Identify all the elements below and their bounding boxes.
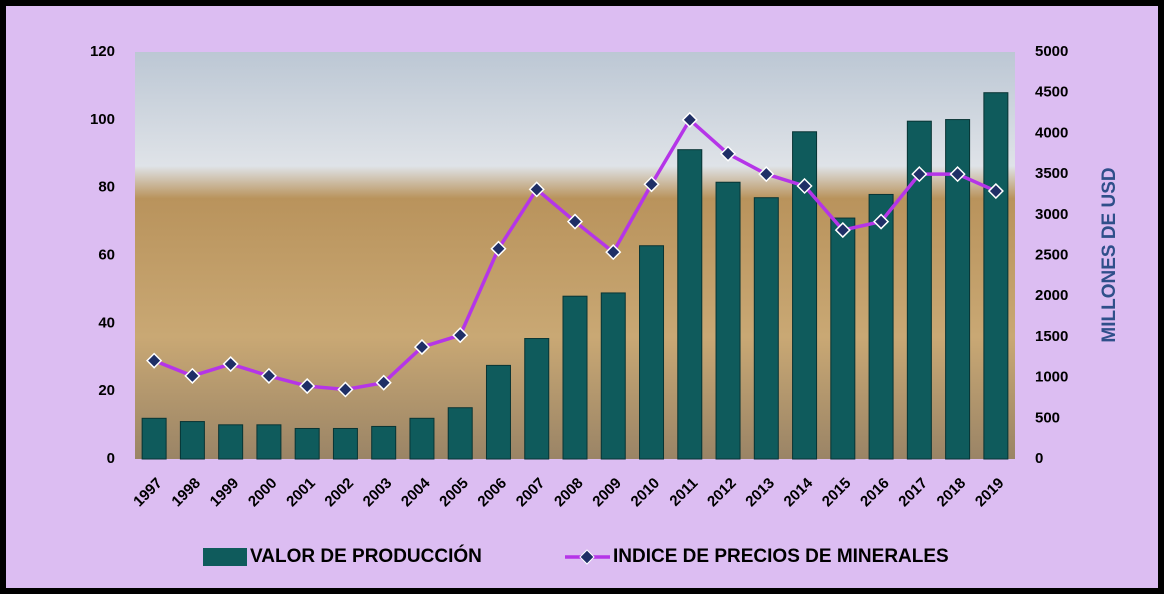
marker [146,352,163,369]
y2-tick-label: 4500 [1035,84,1068,101]
bar [677,149,703,460]
y-tick-label: 100 [90,111,115,128]
legend-swatch [203,548,247,566]
marker [796,177,813,195]
legend-marker [579,549,595,565]
y-tick-label: 80 [98,179,115,196]
legend-label: INDICE DE PRECIOS DE MINERALES [613,546,949,567]
y2-tick-label: 3000 [1035,206,1068,223]
marker [184,367,201,384]
marker [681,111,698,128]
bar [639,245,665,460]
bar [562,295,588,460]
y-tick-label: 60 [98,246,115,263]
marker [834,222,851,239]
marker [452,327,469,344]
marker [949,166,966,183]
bar [830,217,856,460]
bar [141,417,167,460]
y2-tick-label: 5000 [1035,43,1068,60]
marker [758,166,775,183]
marker [413,339,431,356]
marker [490,240,507,257]
y2-tick-label: 1000 [1035,369,1068,386]
y2-tick-label: 0 [1035,450,1043,467]
y2-tick-label: 500 [1035,409,1060,426]
bar [447,407,473,460]
marker [337,381,354,398]
y-tick-label: 20 [98,382,115,399]
legend-label: VALOR DE PRODUCCIÓN [250,545,482,567]
bar [409,417,435,460]
marker [719,145,737,162]
marker [911,166,928,183]
y2-axis-label: MILLONES DE USD [1099,167,1120,342]
bar [218,424,244,460]
y-tick-label: 40 [98,314,115,331]
bar [983,92,1009,460]
y-tick-label: 0 [107,450,115,467]
bar [868,193,894,460]
bar [332,427,358,460]
y2-tick-label: 3500 [1035,165,1068,182]
marker [375,374,392,391]
bar [600,292,626,460]
marker [643,176,660,193]
bar [294,427,320,460]
marker [566,213,584,230]
marker [222,355,239,373]
marker [528,181,545,198]
marker [605,244,622,261]
bar [524,338,550,460]
bar [179,421,205,460]
bar [371,425,397,460]
marker [260,367,277,384]
bar [256,424,282,460]
y2-tick-label: 2500 [1035,246,1068,263]
bar [715,181,741,460]
marker [987,182,1004,200]
bar [485,364,511,460]
y2-tick-label: 4000 [1035,124,1068,141]
marker [299,378,316,395]
marker [873,213,890,230]
y2-tick-label: 1500 [1035,328,1068,345]
y-tick-label: 120 [90,43,115,60]
bar [753,197,779,460]
y2-tick-label: 2000 [1035,287,1068,304]
